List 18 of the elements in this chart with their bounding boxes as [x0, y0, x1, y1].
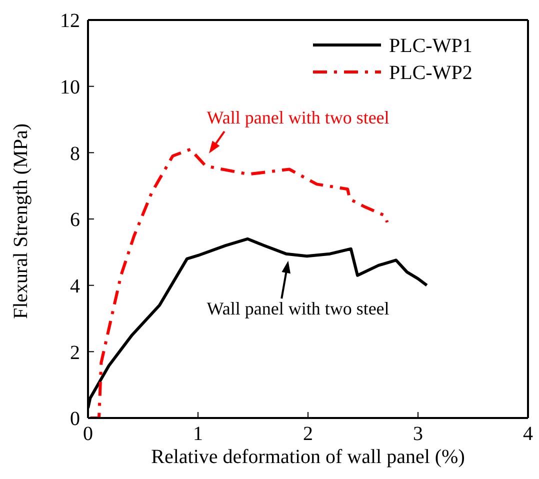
y-axis-title: Flexural Strength (MPa): [10, 123, 32, 319]
legend-label: PLC-WP2: [389, 62, 472, 84]
y-tick-label: 10: [60, 76, 80, 98]
x-axis-title: Relative deformation of wall panel (%): [151, 446, 465, 468]
y-tick-label: 6: [70, 209, 80, 232]
annotation: Wall panel with two steel: [206, 298, 390, 319]
y-tick-label: 12: [60, 10, 80, 32]
x-tick-label: 2: [303, 423, 313, 446]
y-tick-label: 8: [70, 142, 80, 165]
x-tick-label: 3: [413, 423, 423, 446]
legend-label: PLC-WP1: [389, 35, 472, 57]
x-tick-label: 4: [523, 423, 533, 446]
y-tick-label: 4: [70, 275, 80, 298]
y-tick-label: 0: [70, 408, 80, 430]
line-series: [88, 148, 389, 418]
y-tick-label: 2: [70, 342, 80, 364]
annotation: Wall panel with two steel: [206, 107, 390, 128]
x-tick-label: 1: [193, 423, 203, 446]
